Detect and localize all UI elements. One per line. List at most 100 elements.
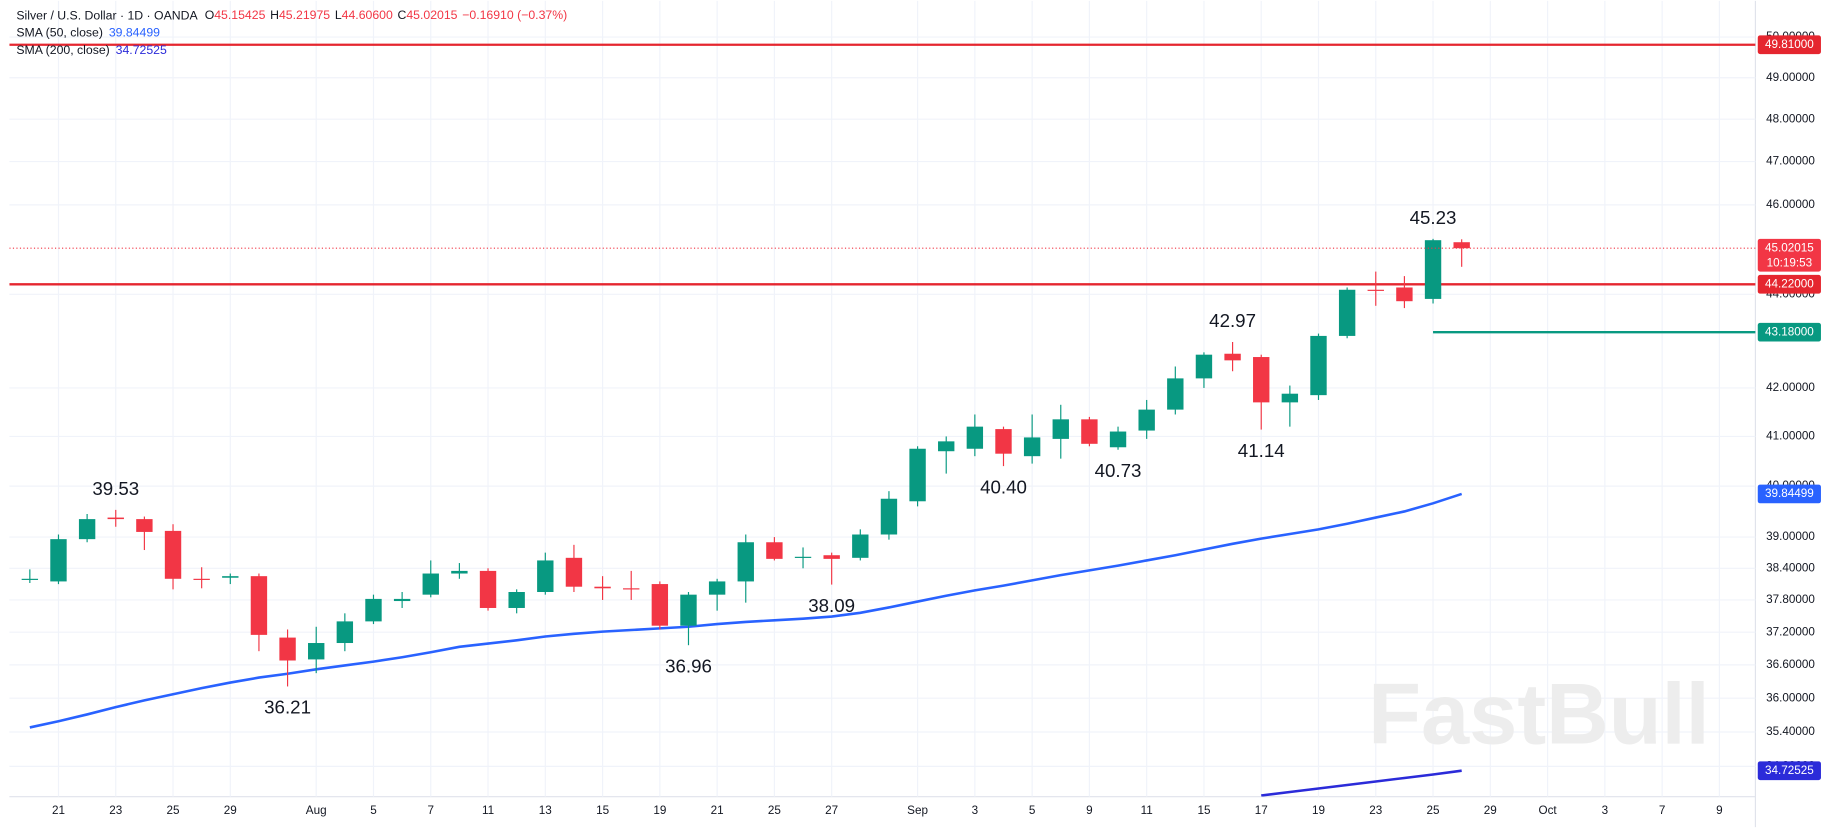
sma-tag-bg: [1757, 484, 1821, 504]
candle-body: [1052, 419, 1069, 439]
watermark-layer: FastBull: [1368, 666, 1710, 762]
y-tick-label: 46.00000: [1766, 198, 1815, 211]
legend-entry: SMA (50, close) 39.84499: [16, 26, 160, 40]
x-tick-label: 7: [1659, 804, 1666, 817]
annotation: 39.53: [92, 478, 139, 499]
candle-body: [565, 557, 583, 587]
candle-body: [479, 570, 497, 608]
y-tick-label: 36.60000: [1766, 658, 1815, 671]
candle-body: [50, 539, 67, 582]
level-tag-bg: [1757, 35, 1821, 55]
candle-body: [537, 560, 554, 593]
candle-body: [880, 498, 898, 535]
ohlc-key: O: [205, 8, 215, 22]
candle-body: [107, 517, 124, 520]
candle-body: [279, 637, 296, 661]
candle-body: [393, 598, 411, 602]
x-tick-label: 3: [972, 804, 979, 817]
annotation: 40.73: [1095, 460, 1142, 481]
countdown: 10:19:53: [1767, 257, 1813, 270]
candle-body: [651, 584, 669, 626]
y-tick-label: 37.80000: [1766, 593, 1815, 606]
candle-body: [222, 576, 239, 578]
ohlc-value: 45.21975: [279, 8, 330, 22]
x-tick-label: 29: [1484, 804, 1497, 817]
x-tick-label: 9: [1716, 804, 1723, 817]
x-tick-label: 5: [1029, 804, 1036, 817]
candle-body: [1424, 240, 1442, 299]
candle-body: [508, 592, 525, 608]
legend-value: 34.72525: [116, 43, 167, 57]
y-tick-label: 35.40000: [1766, 725, 1815, 738]
candle-body: [365, 598, 382, 622]
candle-body: [594, 586, 611, 589]
candle-body: [193, 578, 210, 580]
level-tag: 43.18000: [1765, 325, 1814, 338]
y-tick-label: 47.00000: [1766, 155, 1815, 168]
y-tick-label: 49.00000: [1766, 71, 1815, 84]
annotation: 40.40: [980, 476, 1027, 497]
candle-body: [823, 555, 840, 559]
legend-entry: SMA (200, close) 34.72525: [16, 43, 167, 57]
x-tick-label: 11: [1141, 804, 1153, 817]
y-tick-label: 42.00000: [1766, 381, 1815, 394]
candle-body: [852, 534, 869, 558]
level-tag: 49.81000: [1765, 38, 1814, 51]
watermark: FastBull: [1368, 666, 1710, 762]
sma-tag: 34.72525: [1765, 764, 1814, 777]
ohlc-value: 45.15425: [214, 8, 265, 22]
change: −0.16910 (−0.37%): [462, 8, 567, 22]
candle-body: [336, 621, 354, 644]
ohlc-key: C: [397, 8, 406, 22]
x-tick-label: 19: [1312, 804, 1325, 817]
ohlc-value: 45.02015: [406, 8, 457, 22]
x-tick-label: Sep: [907, 804, 928, 817]
candle-body: [164, 530, 182, 579]
sma-line: [1261, 769, 1462, 797]
candle-body: [1224, 353, 1241, 361]
legend-name: SMA (200, close): [16, 43, 109, 57]
y-tick-label: 41.00000: [1766, 430, 1815, 443]
candle-body: [21, 578, 39, 580]
x-tick-label: 13: [539, 804, 552, 817]
price-tag: 45.02015: [1765, 241, 1814, 254]
ohlc-value: 44.60600: [342, 8, 393, 22]
annotation: 41.14: [1238, 440, 1285, 461]
annotation: 36.21: [264, 697, 311, 718]
x-tick-label: 21: [52, 804, 65, 817]
candle-body: [78, 519, 96, 540]
candle-body: [1195, 354, 1213, 379]
x-tick-label: 9: [1086, 804, 1093, 817]
ohlc-key: L: [335, 8, 342, 22]
level-tag-bg: [1757, 274, 1821, 294]
x-tick-label: 21: [711, 804, 724, 817]
x-tick-label: 19: [653, 804, 666, 817]
x-tick-label: 15: [1197, 804, 1211, 817]
candle-body: [1367, 289, 1384, 291]
x-tick-label: Oct: [1538, 804, 1557, 817]
candle-body: [766, 542, 783, 559]
candle-body: [995, 429, 1012, 454]
candle-body: [136, 519, 153, 532]
axes: 50.0000049.0000048.0000047.0000046.00000…: [52, 30, 1821, 817]
x-tick-label: 5: [370, 804, 377, 817]
x-tick-label: 17: [1255, 804, 1268, 817]
legend: Silver / U.S. Dollar · 1D · OANDA O45.15…: [16, 8, 567, 57]
x-tick-label: 29: [224, 804, 237, 817]
candle-body: [708, 581, 726, 595]
candle-body: [1138, 409, 1155, 431]
annotation: 38.09: [808, 595, 855, 616]
annotation: 45.23: [1410, 207, 1457, 228]
price-tag-bg: [1757, 238, 1821, 272]
x-tick-label: 25: [1427, 804, 1441, 817]
candle-body: [938, 441, 955, 452]
candle-body: [1167, 378, 1184, 410]
candle-body: [1453, 242, 1470, 249]
x-tick-label: 23: [1369, 804, 1382, 817]
sma-line: [29, 492, 1463, 729]
x-tick-label: Aug: [306, 804, 327, 817]
ohlc-key: H: [270, 8, 279, 22]
candle-body: [680, 594, 697, 626]
candle-body: [250, 576, 268, 635]
